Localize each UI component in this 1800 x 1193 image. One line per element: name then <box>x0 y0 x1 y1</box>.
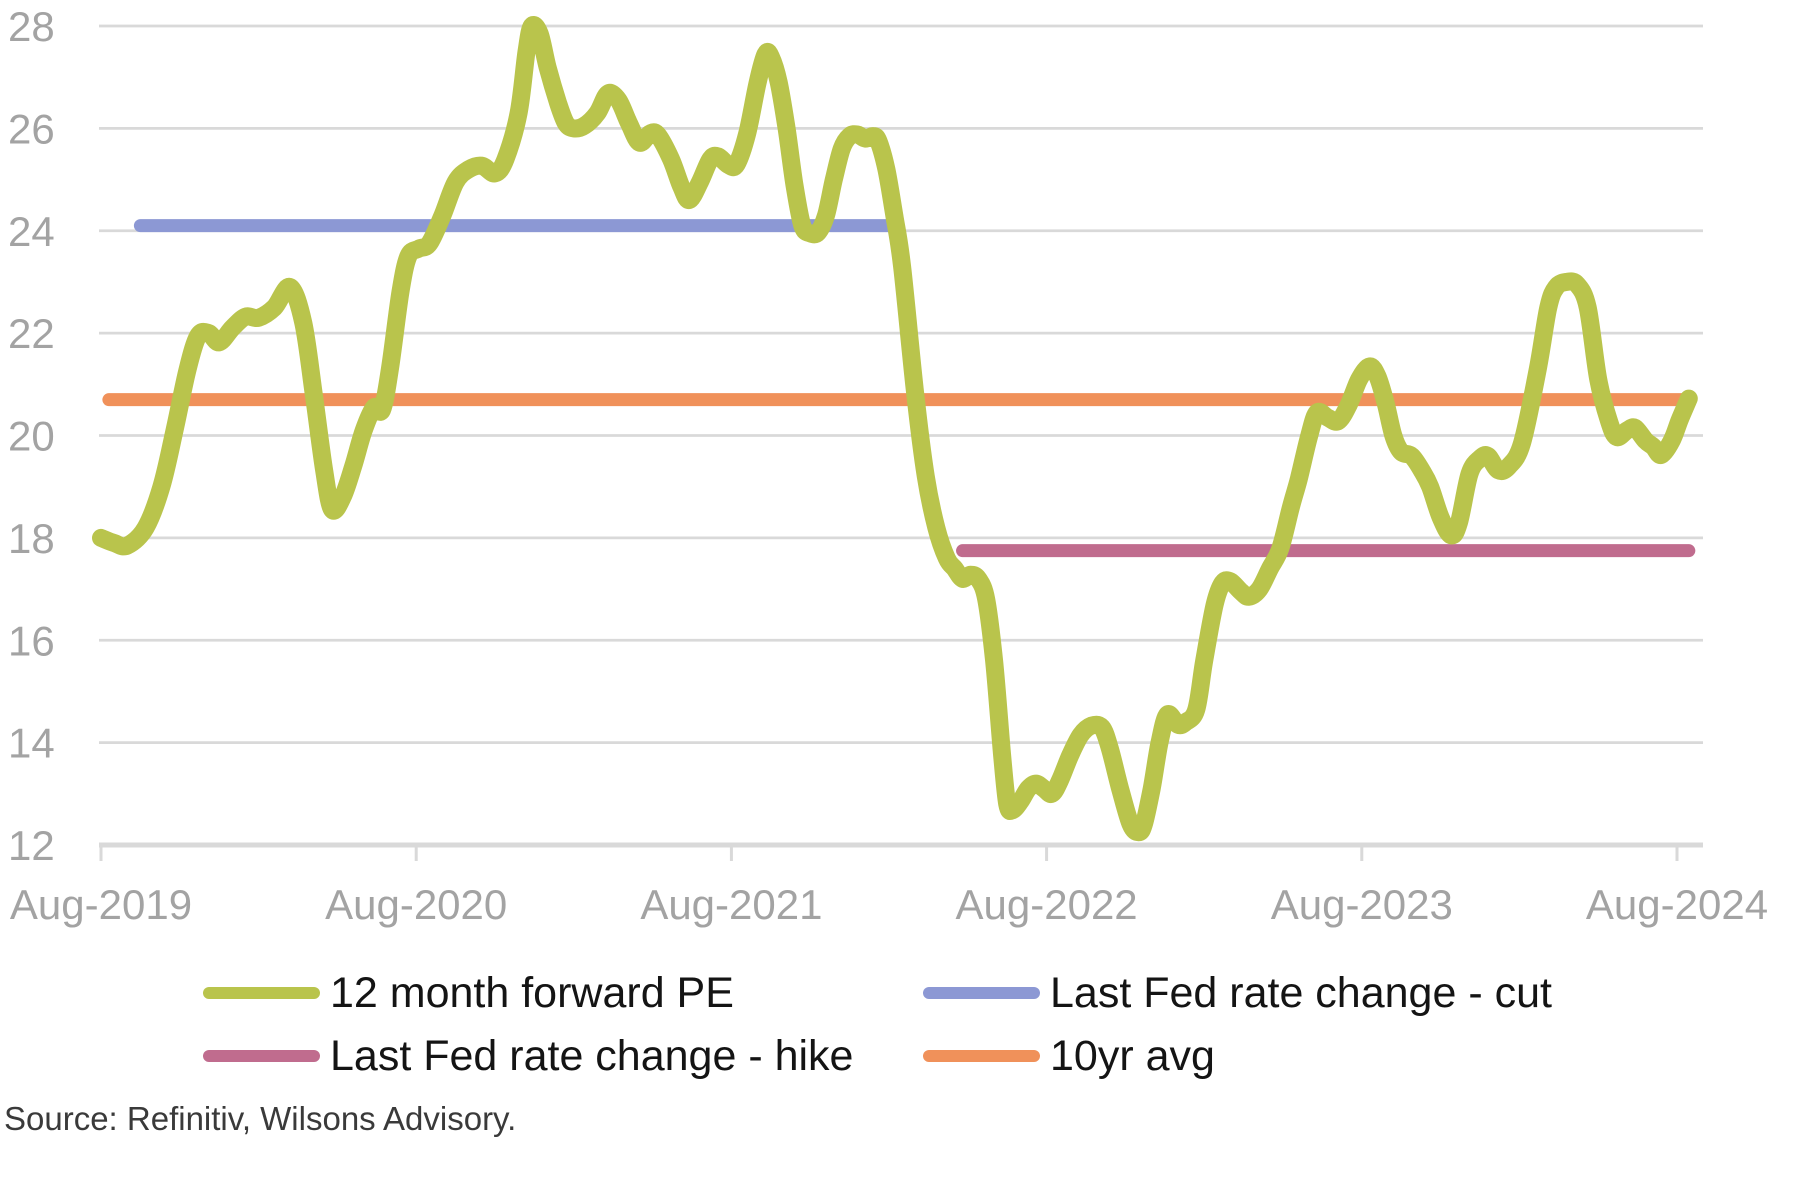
pe-chart: 28 26 24 22 20 18 16 14 12 Aug-2019 Aug-2020 Aug-20… <box>8 3 1768 928</box>
y-tick-label: 20 <box>8 413 55 460</box>
y-tick-label: 12 <box>8 822 55 869</box>
fed-cut-swatch <box>923 987 1040 999</box>
forward-pe-swatch <box>203 987 320 999</box>
y-tick-label: 28 <box>8 3 55 50</box>
x-tick-label: Aug-2020 <box>325 881 507 928</box>
fed-hike-swatch <box>203 1050 320 1062</box>
source-note: Source: Refinitiv, Wilsons Advisory. <box>4 1100 517 1137</box>
legend-label-10yr-avg: 10yr avg <box>1050 1032 1215 1080</box>
x-tick-label: Aug-2019 <box>10 881 192 928</box>
ten-yr-avg-swatch <box>923 1050 1040 1062</box>
x-tick-label: Aug-2021 <box>640 881 822 928</box>
x-tick-label: Aug-2022 <box>956 881 1138 928</box>
legend-label-fed-cut: Last Fed rate change - cut <box>1050 969 1552 1017</box>
y-tick-label: 18 <box>8 515 55 562</box>
legend-item-10yr-avg: 10yr avg <box>923 1032 1215 1080</box>
x-tick-label: Aug-2023 <box>1271 881 1453 928</box>
series-line-12-month-forward-pe <box>92 16 1698 842</box>
x-tick-label: Aug-2024 <box>1586 881 1768 928</box>
y-tick-label: 22 <box>8 310 55 357</box>
legend-item-fed-cut: Last Fed rate change - cut <box>923 969 1552 1017</box>
y-tick-label: 24 <box>8 208 55 255</box>
legend-item-fed-hike: Last Fed rate change - hike <box>203 1032 853 1080</box>
legend-item-forward-pe: 12 month forward PE <box>203 969 734 1017</box>
y-tick-label: 14 <box>8 720 55 767</box>
legend-label-forward-pe: 12 month forward PE <box>330 969 734 1017</box>
y-tick-label: 26 <box>8 105 55 152</box>
legend-label-fed-hike: Last Fed rate change - hike <box>330 1032 854 1080</box>
y-tick-label: 16 <box>8 617 55 664</box>
